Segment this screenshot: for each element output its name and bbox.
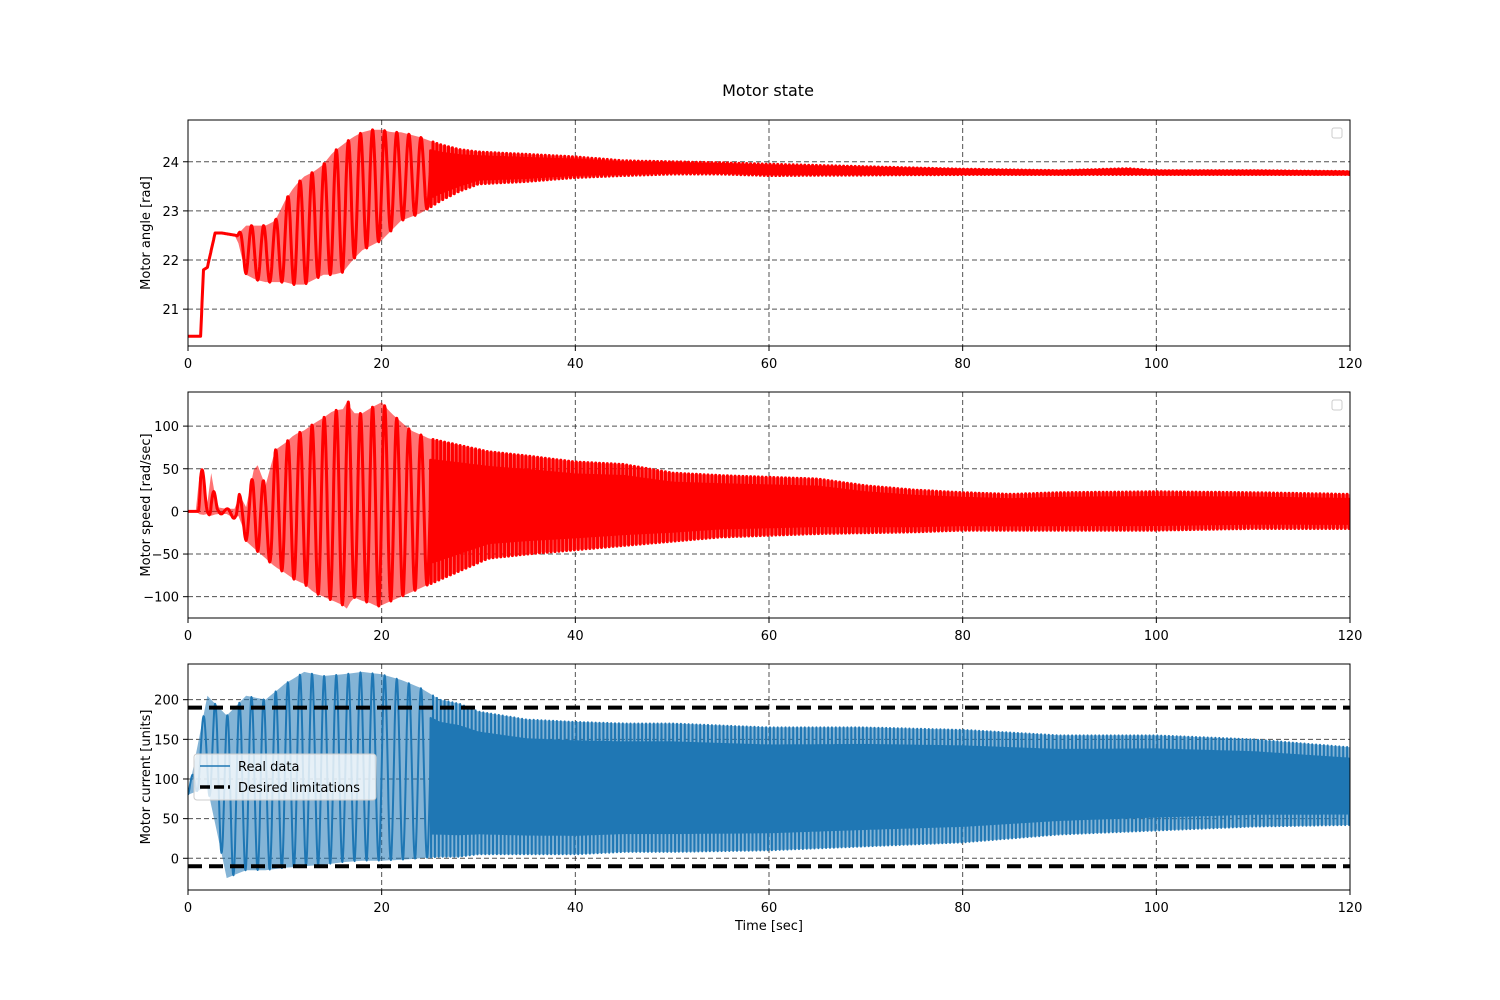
x-tick-label: 120 <box>1338 629 1363 644</box>
x-tick-label: 120 <box>1338 901 1363 916</box>
y-tick-label: 200 <box>154 694 179 709</box>
y-tick-label: 22 <box>162 254 179 269</box>
y-tick-label: 150 <box>154 733 179 748</box>
empty-legend-box <box>1331 127 1343 139</box>
axes-root: 0 20 40 60 80 100 120 21 22 23 24 Motor angle [rad]… <box>139 119 1363 934</box>
y-tick-label: 50 <box>162 463 179 478</box>
series-line <box>188 128 1350 338</box>
x-tick-label: 20 <box>373 629 390 644</box>
x-tick-label: 120 <box>1338 357 1363 372</box>
y-tick-label: 23 <box>162 205 179 220</box>
x-tick-label: 0 <box>184 357 192 372</box>
y-axis-label: Motor speed [rad/sec] <box>139 433 154 576</box>
x-tick-label: 80 <box>954 629 971 644</box>
figure-title: Motor state <box>722 81 814 100</box>
x-tick-label: 20 <box>373 357 390 372</box>
x-tick-label: 20 <box>373 901 390 916</box>
x-tick-label: 60 <box>761 629 778 644</box>
empty-legend-box <box>1331 399 1343 411</box>
data-area <box>188 671 1350 879</box>
y-tick-label: 0 <box>171 505 179 520</box>
x-tick-label: 60 <box>761 901 778 916</box>
x-axis-label: Time [sec] <box>734 919 803 934</box>
y-axis-label: Motor current [units] <box>139 710 154 845</box>
data-area <box>188 128 1350 338</box>
y-tick-label: −50 <box>152 548 179 563</box>
legend-label: Desired limitations <box>238 781 360 796</box>
legend-box <box>193 753 377 801</box>
y-axis-label: Motor angle [rad] <box>139 176 154 290</box>
x-tick-label: 60 <box>761 357 778 372</box>
x-tick-label: 100 <box>1144 357 1169 372</box>
y-tick-label: 100 <box>154 420 179 435</box>
x-tick-label: 100 <box>1144 629 1169 644</box>
series-line <box>188 400 1350 608</box>
y-tick-label: −100 <box>143 591 179 606</box>
x-tick-label: 0 <box>184 901 192 916</box>
axes-panel-1: 0 20 40 60 80 100 120 21 22 23 24 Motor angle [rad] <box>139 119 1363 372</box>
data-area <box>188 400 1350 609</box>
y-tick-label: 0 <box>171 852 179 867</box>
x-tick-label: 40 <box>567 901 584 916</box>
y-tick-label: 50 <box>162 813 179 828</box>
x-tick-label: 100 <box>1144 901 1169 916</box>
x-tick-label: 80 <box>954 901 971 916</box>
x-tick-label: 80 <box>954 357 971 372</box>
y-tick-label: 24 <box>162 156 179 171</box>
y-tick-label: 100 <box>154 773 179 788</box>
series-line-real-data <box>188 671 1350 877</box>
legend-label: Real data <box>238 760 299 775</box>
x-tick-label: 40 <box>567 629 584 644</box>
x-tick-label: 0 <box>184 629 192 644</box>
x-tick-label: 40 <box>567 357 584 372</box>
y-tick-label: 21 <box>162 303 179 318</box>
